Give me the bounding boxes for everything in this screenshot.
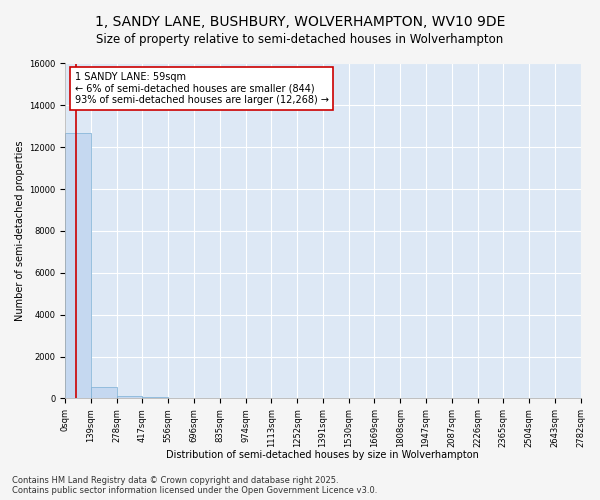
Text: Size of property relative to semi-detached houses in Wolverhampton: Size of property relative to semi-detach… (97, 32, 503, 46)
Text: Contains HM Land Registry data © Crown copyright and database right 2025.
Contai: Contains HM Land Registry data © Crown c… (12, 476, 377, 495)
X-axis label: Distribution of semi-detached houses by size in Wolverhampton: Distribution of semi-detached houses by … (166, 450, 479, 460)
Text: 1, SANDY LANE, BUSHBURY, WOLVERHAMPTON, WV10 9DE: 1, SANDY LANE, BUSHBURY, WOLVERHAMPTON, … (95, 15, 505, 29)
Y-axis label: Number of semi-detached properties: Number of semi-detached properties (15, 140, 25, 321)
Text: 1 SANDY LANE: 59sqm
← 6% of semi-detached houses are smaller (844)
93% of semi-d: 1 SANDY LANE: 59sqm ← 6% of semi-detache… (74, 72, 329, 105)
Bar (117, 396, 142, 398)
Bar (91, 387, 117, 398)
Bar (65, 132, 91, 398)
